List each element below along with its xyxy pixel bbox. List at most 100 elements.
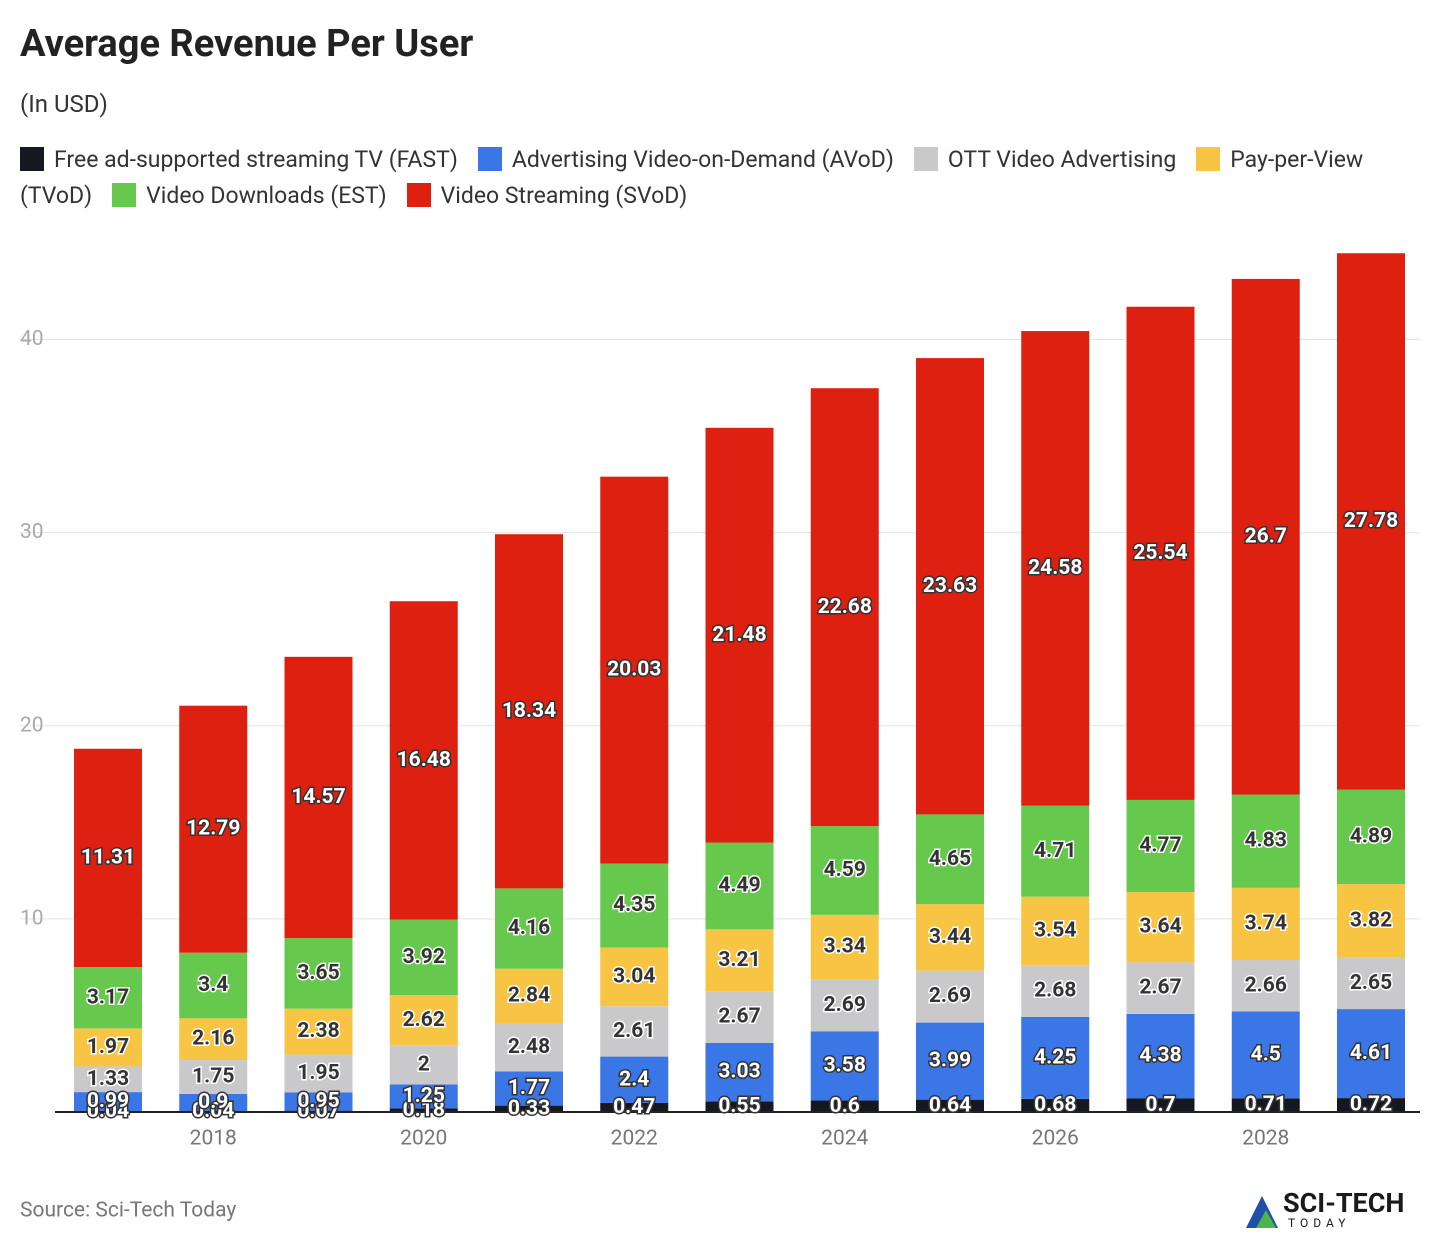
bar-segment bbox=[916, 1022, 984, 1100]
bar-segment bbox=[1231, 887, 1300, 961]
bar-segment bbox=[284, 656, 353, 939]
bar-segment bbox=[705, 1101, 774, 1112]
bar-segment bbox=[1126, 892, 1195, 963]
value-label: 23.63 bbox=[923, 574, 977, 598]
logo: SCI-TECH TODAY bbox=[1246, 1187, 1404, 1230]
x-tick-label: 2018 bbox=[190, 1127, 237, 1151]
y-tick-label: 10 bbox=[20, 906, 44, 930]
bar-segment bbox=[74, 1066, 142, 1093]
value-label: 4.83 bbox=[1245, 829, 1287, 853]
bar-segment bbox=[810, 826, 879, 915]
logo-tagline: TODAY bbox=[1288, 1216, 1351, 1230]
bar-segment bbox=[810, 388, 879, 827]
value-label: 0.9 bbox=[198, 1090, 228, 1114]
x-tick-label: 2024 bbox=[821, 1127, 868, 1151]
value-label: 2.67 bbox=[718, 1005, 760, 1029]
bar-segment bbox=[705, 929, 774, 992]
value-label: 0.33 bbox=[508, 1096, 550, 1120]
value-label: 4.61 bbox=[1350, 1041, 1392, 1065]
bar-segment bbox=[1021, 896, 1090, 966]
value-label: 25.54 bbox=[1133, 541, 1187, 565]
value-label: 4.71 bbox=[1034, 839, 1076, 863]
value-label: 2.69 bbox=[929, 984, 971, 1008]
bar-segment bbox=[1021, 965, 1090, 1017]
value-label: 27.78 bbox=[1344, 509, 1398, 533]
value-label: 3.99 bbox=[929, 1049, 971, 1073]
legend-label: OTT Video Advertising bbox=[947, 146, 1177, 173]
value-label: 2.62 bbox=[403, 1008, 445, 1032]
value-label: 3.92 bbox=[403, 945, 445, 969]
value-label: 3.21 bbox=[718, 948, 760, 972]
value-label: 0.71 bbox=[1245, 1093, 1287, 1117]
value-label: 0.04 bbox=[87, 1099, 129, 1123]
value-label: 2.69 bbox=[824, 993, 866, 1017]
value-label: 18.34 bbox=[502, 699, 556, 723]
logo-name: SCI-TECH bbox=[1283, 1187, 1404, 1219]
legend-item: Video Streaming (SVoD) bbox=[406, 182, 688, 209]
value-label: 2.38 bbox=[297, 1019, 339, 1043]
value-label: 3.82 bbox=[1350, 909, 1392, 933]
value-label: 2.68 bbox=[1034, 978, 1076, 1002]
value-label: 3.64 bbox=[1139, 915, 1181, 939]
bar-segment bbox=[495, 1071, 563, 1106]
value-label: 0.64 bbox=[929, 1093, 971, 1117]
bar-segment bbox=[74, 748, 142, 968]
value-label: 4.89 bbox=[1350, 824, 1392, 848]
legend-item: Advertising Video-on-Demand (AVoD) bbox=[477, 146, 894, 173]
bar-segment bbox=[1337, 957, 1405, 1010]
bar-segment bbox=[600, 863, 669, 948]
bars bbox=[74, 253, 1405, 1112]
value-label: 0.72 bbox=[1350, 1093, 1392, 1117]
bar-segment bbox=[600, 476, 669, 864]
value-label: 3.04 bbox=[613, 964, 655, 988]
bar-segment bbox=[1231, 278, 1300, 795]
legend-swatch bbox=[406, 183, 431, 207]
value-label: 11.31 bbox=[81, 846, 135, 870]
legend-label: Video Streaming (SVoD) bbox=[440, 182, 688, 209]
value-label: 2.4 bbox=[619, 1067, 649, 1091]
value-label: 3.58 bbox=[824, 1053, 866, 1077]
value-label: 4.35 bbox=[613, 893, 655, 917]
bar-segment bbox=[1021, 805, 1090, 897]
value-label: 4.65 bbox=[929, 847, 971, 871]
value-label: 2.48 bbox=[508, 1035, 550, 1059]
value-label: 0.6 bbox=[830, 1094, 860, 1118]
value-label: 4.38 bbox=[1139, 1044, 1181, 1068]
bar-segment bbox=[1231, 794, 1300, 888]
bar-segment bbox=[389, 1045, 458, 1085]
value-label: 24.58 bbox=[1028, 556, 1082, 580]
bar-segment bbox=[284, 1092, 353, 1111]
value-label: 16.48 bbox=[397, 748, 451, 772]
bar-segment bbox=[705, 842, 774, 930]
value-label: 0.04 bbox=[192, 1099, 234, 1123]
bar-segment bbox=[916, 970, 984, 1023]
legend-item: Video Downloads (EST) bbox=[112, 182, 387, 209]
value-label: 1.33 bbox=[87, 1067, 129, 1091]
legend-label: Video Downloads (EST) bbox=[146, 182, 387, 209]
value-label: 4.49 bbox=[718, 874, 760, 898]
bar-segment bbox=[179, 1060, 248, 1094]
bar-segment bbox=[1126, 1098, 1195, 1112]
value-label: 0.47 bbox=[613, 1095, 655, 1119]
bar-segment bbox=[1126, 1013, 1195, 1099]
bar-segment bbox=[810, 914, 879, 980]
value-label: 22.68 bbox=[818, 595, 872, 619]
value-label: 2.61 bbox=[613, 1019, 655, 1043]
logo-icon bbox=[1256, 1210, 1276, 1228]
bar-segment bbox=[916, 904, 984, 971]
bar-segment bbox=[916, 1099, 984, 1112]
bar-segment bbox=[74, 1092, 142, 1112]
value-label: 4.25 bbox=[1034, 1045, 1076, 1069]
value-label: 2.16 bbox=[192, 1027, 234, 1051]
value-label: 3.4 bbox=[198, 973, 228, 997]
bar-segment bbox=[389, 601, 458, 920]
value-label: 1.25 bbox=[403, 1084, 445, 1108]
bar-segment bbox=[495, 968, 563, 1024]
bar-segment bbox=[705, 1042, 774, 1102]
bar-segment bbox=[389, 1084, 458, 1109]
value-label: 0.55 bbox=[718, 1094, 760, 1118]
value-label: 2.66 bbox=[1245, 973, 1287, 997]
y-tick-label: 30 bbox=[20, 520, 44, 544]
bar-segment bbox=[916, 814, 984, 905]
